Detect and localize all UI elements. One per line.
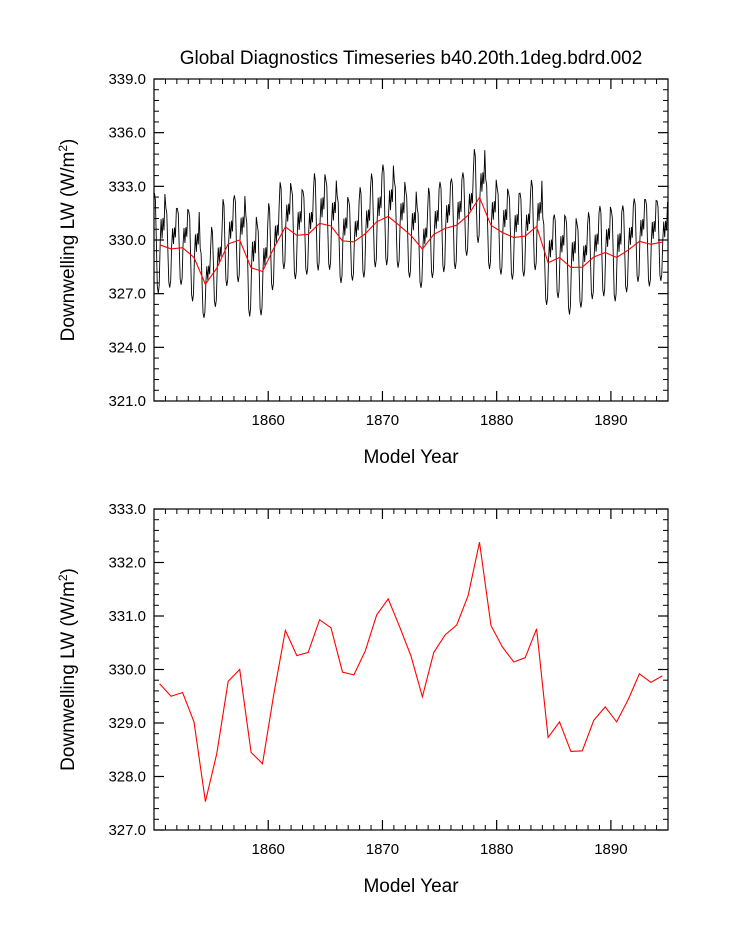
p1-annual-mean-series-line (159, 542, 663, 802)
p0-x-tick-label: 1870 (366, 412, 399, 429)
p0-y-tick-label: 324.0 (108, 339, 146, 356)
top-timeseries-panel: 1860 1870 1880 1890 321.0 324.0 327.0 330.0 333.… (56, 71, 669, 468)
p1-y-tick-label: 331.0 (108, 608, 146, 625)
p1-y-tick-label: 330.0 (108, 662, 146, 679)
p0-monthly-series-line (154, 149, 668, 318)
p0-y-tick-label: 339.0 (108, 71, 146, 88)
bottom-annual-mean-panel: 1860 1870 1880 1890 327.0 328.0 329.0 330.0 331.… (56, 501, 669, 897)
p0-x-tick-label: 1890 (594, 412, 627, 429)
p1-x-axis-title: Model Year (363, 876, 459, 897)
p1-x-tick-label: 1860 (252, 841, 285, 858)
p0-y-tick-label: 321.0 (108, 393, 146, 410)
p1-y-tick-label: 332.0 (108, 555, 146, 572)
chart-title: Global Diagnostics Timeseries b40.20th.1… (180, 48, 643, 69)
p0-x-tick-label: 1860 (252, 412, 285, 429)
p1-y-tick-label: 328.0 (108, 769, 146, 786)
p0-y-tick-label: 336.0 (108, 125, 146, 142)
p1-y-tick-label: 327.0 (108, 822, 146, 839)
p1-y-axis-title: Downwelling LW (W/m2) (56, 568, 79, 771)
p0-y-tick-label: 327.0 (108, 286, 146, 303)
p1-plot-frame (153, 508, 669, 831)
p1-x-tick-label: 1870 (366, 841, 399, 858)
p1-y-tick-label: 329.0 (108, 715, 146, 732)
p0-x-axis-title: Model Year (363, 447, 459, 468)
p1-x-tick-label: 1890 (594, 841, 627, 858)
p1-x-tick-label: 1880 (480, 841, 513, 858)
p1-y-tick-label: 333.0 (108, 501, 146, 518)
p0-y-tick-label: 330.0 (108, 232, 146, 249)
p0-x-tick-label: 1880 (480, 412, 513, 429)
p0-y-tick-label: 333.0 (108, 178, 146, 195)
p0-y-axis-title: Downwelling LW (W/m2) (56, 139, 79, 342)
